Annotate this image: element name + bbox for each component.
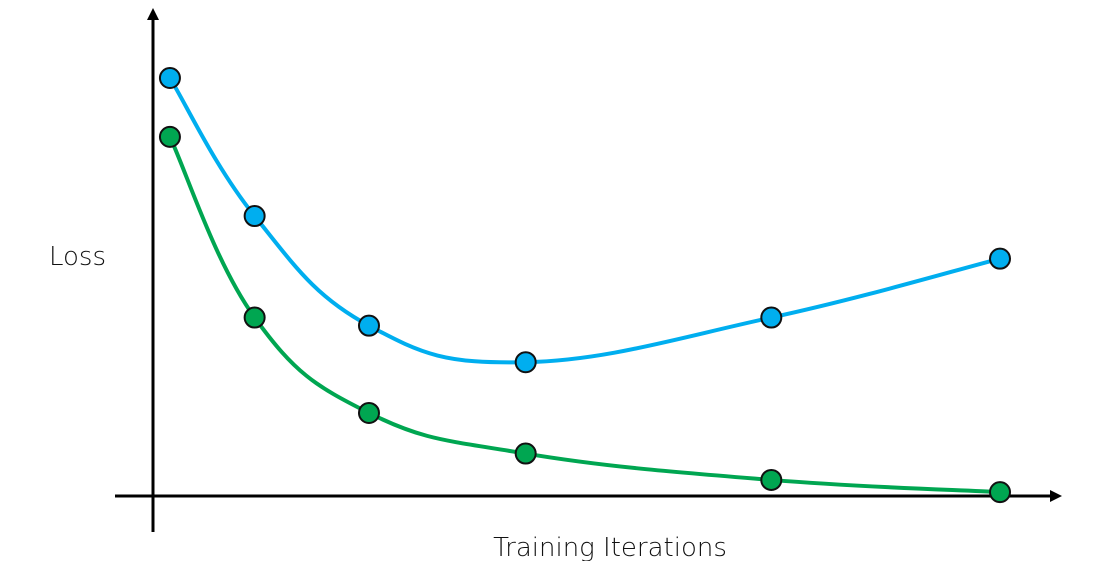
series-2-point-1 xyxy=(158,125,181,148)
series-1-point-5 xyxy=(760,306,783,329)
x-axis-label: Training Iterations xyxy=(493,533,727,561)
y-axis-label: Loss xyxy=(49,242,106,272)
series-1-point-2 xyxy=(243,205,266,228)
series-1-line xyxy=(167,76,1002,365)
series-1-point-4 xyxy=(514,351,537,374)
series-2-point-2 xyxy=(243,306,266,329)
series-1-point-3 xyxy=(357,314,380,337)
series-2-point-6 xyxy=(989,481,1011,504)
series-1-point-6 xyxy=(989,247,1011,270)
series-layer xyxy=(167,76,1002,495)
series-2-line xyxy=(167,134,1002,495)
series-2-point-3 xyxy=(357,401,380,424)
marker-layer xyxy=(158,67,1011,504)
series-2-point-4 xyxy=(514,442,537,465)
series-1-point-1 xyxy=(158,67,181,89)
series-2-point-5 xyxy=(760,468,783,491)
